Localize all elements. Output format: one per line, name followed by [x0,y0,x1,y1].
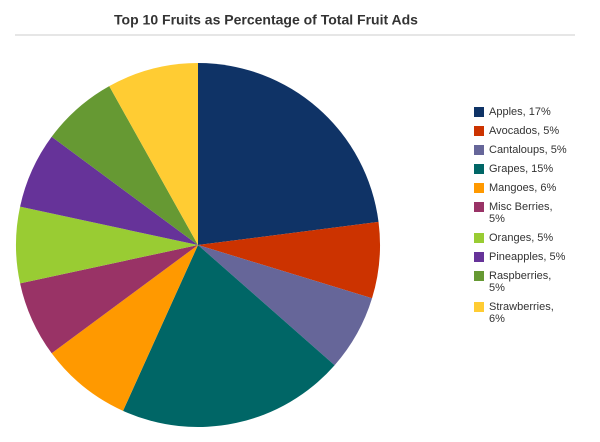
legend-swatch [474,302,484,312]
legend-swatch [474,233,484,243]
pie-slice [123,245,335,427]
legend-label: Apples, 17% [489,106,551,118]
legend-label: Cantaloups, 5% [489,144,567,156]
pie-slice [15,206,198,284]
legend-swatch [474,183,484,193]
chart-title: Top 10 Fruits as Percentage of Total Fru… [114,12,418,28]
legend-label: Strawberries, 6% [489,301,554,325]
pie-slice [109,63,198,245]
pie-slice [198,245,373,366]
pie-slice [198,63,379,245]
legend-swatch [474,107,484,117]
legend-item: Oranges, 5% [474,232,574,244]
legend-swatch [474,271,484,281]
pie-slice [51,245,199,411]
legend-label: Oranges, 5% [489,232,554,244]
legend-item: Strawberries, 6% [474,301,574,325]
legend-item: Avocados, 5% [474,125,574,137]
legend-label: Grapes, 15% [489,163,554,175]
pie-slice [51,86,199,245]
legend-item: Misc Berries, 5% [474,201,574,225]
legend-label: Misc Berries, 5% [489,201,553,225]
legend-item: Raspberries, 5% [474,270,574,294]
legend-label: Mangoes, 6% [489,182,557,194]
legend: Apples, 17% Avocados, 5% Cantaloups, 5% Gra… [474,106,574,325]
legend-swatch [474,145,484,155]
legend-swatch [474,126,484,136]
legend-item: Apples, 17% [474,106,574,118]
legend-swatch [474,252,484,262]
legend-item: Grapes, 15% [474,163,574,175]
pie-slice [20,136,198,245]
legend-item: Cantaloups, 5% [474,144,574,156]
legend-item: Pineapples, 5% [474,251,574,263]
pie-slice [20,245,198,354]
legend-label: Pineapples, 5% [489,251,566,263]
pie-slice [198,221,380,299]
legend-swatch [474,202,484,212]
legend-swatch [474,164,484,174]
legend-item: Mangoes, 6% [474,182,574,194]
legend-label: Raspberries, 5% [489,270,552,294]
legend-label: Avocados, 5% [489,125,560,137]
